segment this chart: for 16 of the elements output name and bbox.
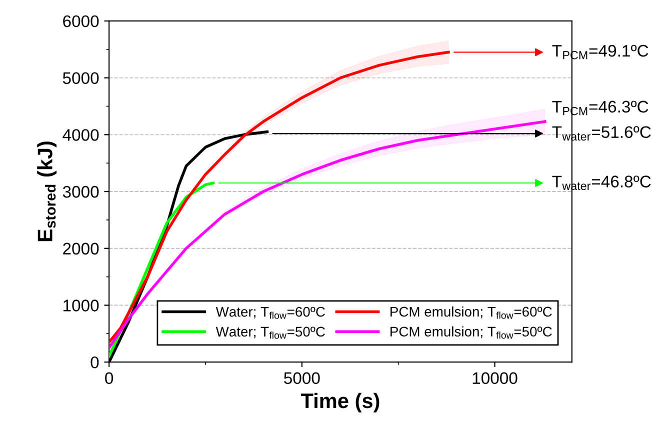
y-tick-label: 4000 <box>62 129 99 141</box>
legend-label: PCM emulsion; T$_{flow}$=50ºC <box>390 326 552 339</box>
legend-label: PCM emulsion; T$_{flow}$=60ºC <box>390 306 552 319</box>
y-axis-title: E$_{stored}$ (kJ) <box>37 142 57 242</box>
y-tick-label: 0 <box>90 356 99 368</box>
y-tick-label: 1000 <box>64 300 99 312</box>
y-tick-label: 2000 <box>63 242 99 255</box>
y-tick-label: 5000 <box>62 72 99 84</box>
y-tick-label: 6000 <box>63 15 99 28</box>
x-tick-label: 10000 <box>472 372 518 384</box>
x-tick-label: 5000 <box>284 372 320 384</box>
y-tick-label: 3000 <box>62 186 99 198</box>
x-tick-label: 0 <box>105 372 114 384</box>
x-axis-title: Time (s) <box>300 392 380 412</box>
legend-label: Water; T$_{flow}$=60ºC <box>216 306 325 319</box>
legend-label: Water; T$_{flow}$=50ºC <box>216 326 325 339</box>
